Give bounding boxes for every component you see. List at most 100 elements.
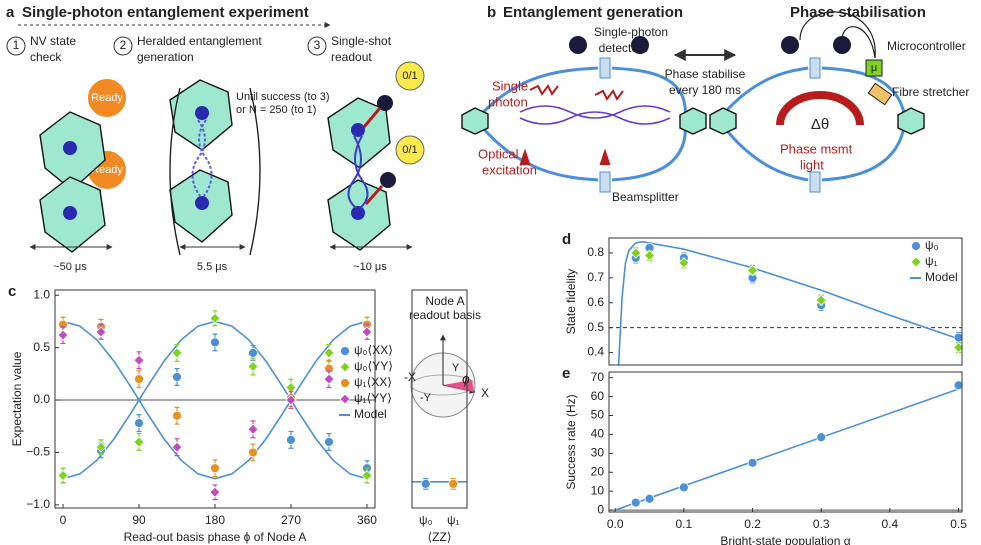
panel-label: b — [487, 4, 496, 21]
detectors — [461, 11, 925, 193]
data-point — [340, 346, 350, 356]
duration: ~50 μs — [53, 261, 87, 273]
mu-label: μ — [871, 62, 877, 74]
data-point — [285, 394, 297, 406]
legend-label: ψ₁⟨XX⟩ — [354, 375, 392, 389]
axis-label: -Y — [420, 392, 432, 404]
step-circle — [6, 36, 26, 56]
panel-label: e — [562, 365, 570, 382]
x-axis-label: ⟨ZZ⟩ — [427, 530, 451, 544]
y-tick-label: 70 — [591, 370, 605, 384]
y-tick-label: 0.0 — [33, 392, 50, 406]
data-point — [57, 469, 69, 482]
data-point — [644, 493, 655, 504]
data-point — [95, 326, 107, 338]
x-tick-label: 360 — [357, 513, 377, 527]
plot-3 — [609, 380, 962, 511]
data-point — [247, 360, 259, 373]
y-tick-label: 30 — [591, 446, 605, 460]
microcontroller-label: Microcontroller — [887, 39, 966, 53]
ready-text: Ready — [91, 164, 123, 176]
inset-title: Node A — [425, 294, 464, 308]
data-point — [448, 478, 459, 489]
data-point — [910, 256, 922, 268]
data-point — [361, 469, 373, 482]
data-point — [323, 347, 335, 359]
data-point — [134, 374, 144, 384]
data-point — [420, 478, 431, 489]
panel-a: a Single-photon entanglement experiment … — [6, 4, 425, 273]
stabilise-note: every 180 ms — [669, 83, 741, 97]
step-circle — [307, 36, 327, 56]
data-point — [953, 380, 962, 391]
data-point — [248, 347, 258, 358]
ready-badge — [86, 77, 128, 119]
y-tick-label: 50 — [591, 408, 605, 422]
detector-label: detectors — [599, 41, 648, 55]
stabilise-note: Phase stabilise — [665, 67, 746, 81]
y-axis-label: State fidelity — [564, 269, 578, 334]
data-point — [172, 372, 182, 382]
y-tick-label: 10 — [591, 483, 605, 497]
y-tick-label: −1.0 — [26, 497, 50, 511]
single-photon-label: Single — [492, 78, 528, 93]
x-tick-label: 270 — [281, 513, 301, 527]
step-text: readout — [331, 50, 372, 64]
data-point — [361, 326, 373, 338]
y-tick-label: 1.0 — [33, 287, 50, 301]
excitation-label: Optical — [478, 146, 519, 161]
crystals — [39, 79, 391, 253]
y-tick-label: 0.4 — [587, 345, 604, 359]
data-point — [747, 457, 758, 468]
detector-label: Single-photon — [594, 25, 668, 39]
y-tick-label: 0 — [597, 502, 604, 516]
x-tick-label: 0.4 — [882, 517, 899, 531]
data-point — [339, 361, 351, 373]
data-point — [339, 393, 351, 405]
model-curve — [617, 240, 959, 365]
y-axis-label: Success rate (Hz) — [564, 394, 578, 489]
model-curve — [614, 388, 959, 511]
data-point — [171, 441, 183, 453]
data-point — [678, 257, 690, 269]
legend-label: Model — [354, 407, 387, 421]
x-tick-label: 0.1 — [676, 517, 693, 531]
step-text: generation — [137, 50, 194, 64]
panel-title: Single-photon entanglement experiment — [22, 4, 309, 21]
inset-title: readout basis — [409, 308, 481, 322]
panel-label: d — [562, 231, 571, 248]
data-point — [57, 329, 69, 341]
step-text: Heralded entanglement — [137, 34, 262, 48]
data-point — [630, 247, 642, 259]
data-point — [247, 423, 259, 435]
data-point — [630, 497, 641, 508]
step-text: NV state — [30, 34, 76, 48]
data-point — [324, 437, 334, 447]
x-tick-label: 0 — [60, 513, 67, 527]
data-point — [286, 434, 296, 445]
loop-brackets — [169, 87, 261, 256]
msmt-label: Phase msmt — [780, 141, 853, 156]
y-tick-label: 40 — [591, 427, 605, 441]
y-tick-label: 0.6 — [587, 295, 604, 309]
readout-label: 0/1 — [402, 144, 417, 156]
bloch-inset: Node A readout basis X -X Y -Y ϕ — [404, 294, 489, 418]
panel-label: a — [6, 4, 15, 21]
data-point — [643, 249, 656, 261]
data-point — [746, 264, 759, 276]
plot-0 — [55, 310, 375, 501]
loop-note: or N = 250 (to 1) — [236, 104, 316, 116]
y-tick-label: 60 — [591, 389, 605, 403]
data-point — [911, 241, 921, 251]
y-tick-label: 0.7 — [587, 270, 604, 284]
plot-frame — [608, 237, 963, 366]
data-point — [210, 463, 220, 474]
axis-label: -X — [404, 370, 416, 384]
y-tick-label: 20 — [591, 464, 605, 478]
duration: ~10 μs — [353, 261, 387, 273]
y-tick-label: −0.5 — [26, 445, 50, 459]
data-point — [133, 436, 145, 448]
data-point — [678, 482, 689, 493]
step-number: 3 — [314, 38, 321, 52]
readout-label: 0/1 — [402, 70, 417, 82]
